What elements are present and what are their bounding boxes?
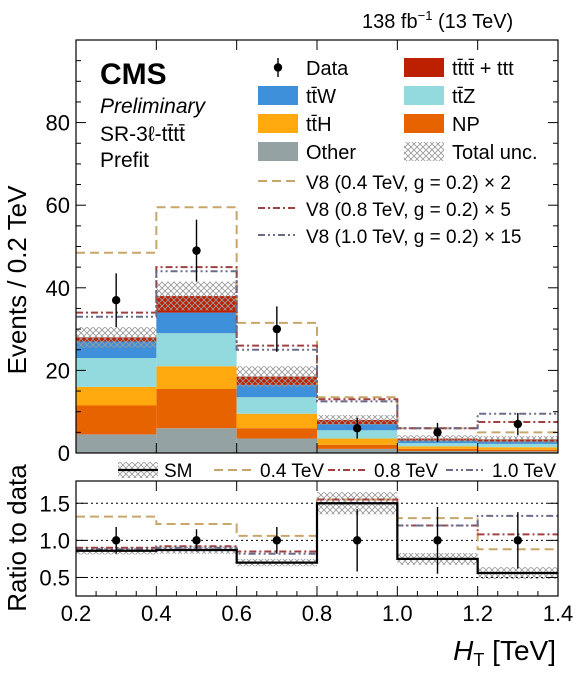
ratio-legend-2-label: 0.8 TeV	[374, 461, 438, 482]
ratio-point-5	[513, 536, 523, 545]
bar-1-1	[156, 388, 237, 429]
y-tick-label: 60	[46, 193, 70, 218]
data-point-0	[111, 295, 121, 305]
bar-1-2	[236, 428, 317, 439]
cms-label: CMS	[100, 58, 167, 91]
bar-0-4	[397, 450, 478, 453]
bar-2-5	[477, 447, 558, 450]
x-tick-label: 0.2	[61, 601, 92, 626]
x-tick-label: 1.4	[543, 601, 574, 626]
bar-2-2	[236, 413, 317, 429]
legend-tth-label: tt̄H	[306, 114, 332, 136]
data-point-5	[513, 419, 523, 429]
legend-signal-2-label: V8 (1.0 TeV, g = 0.2) × 15	[306, 227, 522, 248]
x-tick-label: 1.2	[462, 601, 493, 626]
bar-2-3	[317, 438, 398, 445]
bar-4-2	[236, 384, 317, 398]
signal-line-1	[76, 266, 558, 430]
ratio-point-3	[352, 536, 362, 545]
legend-tttt-label: tt̄tt̄ + ttt	[452, 58, 514, 80]
bar-3-0	[76, 358, 157, 387]
legend-ttw-swatch	[258, 86, 298, 105]
signal-line-2	[76, 270, 558, 430]
data-point-2	[272, 324, 282, 334]
unc-band-2	[236, 366, 317, 387]
ratio-y-tick-label: 1.0	[39, 528, 70, 553]
y-tick-label: 80	[46, 111, 70, 136]
legend-tth-swatch	[258, 114, 298, 133]
bar-3-4	[397, 443, 478, 447]
legend-other-label: Other	[306, 142, 356, 164]
bar-2-4	[397, 446, 478, 449]
bar-3-5	[477, 443, 558, 448]
main-plot: 0 20 40 60 80	[46, 39, 559, 466]
legend-total-unc-label: Total unc.	[452, 142, 538, 164]
legend-ttw-label: tt̄W	[306, 86, 336, 108]
legend-np-swatch	[404, 114, 444, 133]
bar-3-1	[156, 333, 237, 367]
bar-0-3	[317, 448, 398, 453]
legend-total-unc-swatch	[404, 142, 444, 161]
bar-1-0	[76, 405, 157, 435]
x-tick-label: 0.4	[141, 601, 172, 626]
ratio-y-tick-label: 1.5	[39, 491, 70, 516]
unc-band-0	[76, 327, 157, 348]
ratio-signal-2	[76, 502, 558, 555]
ratio-legend-3-label: 1.0 TeV	[492, 461, 556, 482]
bar-1-5	[477, 449, 558, 452]
x-tick-label: 1.0	[382, 601, 413, 626]
y-tick-label: 0	[58, 441, 70, 466]
data-point-4	[433, 428, 442, 437]
data-point-1	[192, 246, 201, 255]
x-axis-label: HT [TeV]	[453, 635, 556, 670]
bar-1-4	[397, 448, 478, 451]
legend: Data tt̄tt̄ + ttt tt̄W tt̄Z tt̄H NP Other Total…	[258, 58, 538, 248]
lumi-label: 138 fb−1 (13 TeV)	[362, 8, 513, 33]
legend-tttt-swatch	[404, 58, 444, 77]
bar-0-0	[76, 434, 157, 453]
bar-1-3	[317, 444, 398, 449]
ratio-point-2	[272, 536, 282, 545]
y-tick-label: 20	[46, 358, 70, 383]
y-axis-label-ratio: Ratio to data	[2, 464, 32, 612]
y-axis-label-main: Events / 0.2 TeV	[2, 185, 32, 375]
legend-signal-1-label: V8 (0.8 TeV, g = 0.2) × 5	[306, 200, 511, 221]
ratio-point-4	[433, 536, 442, 545]
region-label: SR-3ℓ-tt̄tt̄	[100, 123, 185, 146]
bar-2-0	[76, 386, 157, 406]
unc-band-5	[477, 436, 558, 443]
preliminary-label: Preliminary	[100, 95, 207, 118]
ratio-plot: SM 0.4 TeV 0.8 TeV 1.0 TeV 0.5 1.0 1.5 0.2 0.4 0.…	[39, 461, 573, 626]
legend-ttz-label: tt̄Z	[452, 86, 475, 108]
legend-data-marker	[273, 63, 283, 72]
legend-ttz-swatch	[404, 86, 444, 105]
data-point-3	[352, 424, 362, 433]
prefit-label: Prefit	[100, 149, 149, 172]
legend-signal-0-label: V8 (0.4 TeV, g = 0.2) × 2	[306, 173, 511, 194]
bar-0-5	[477, 451, 558, 453]
bar-0-2	[236, 438, 317, 453]
bar-4-1	[156, 312, 237, 334]
legend-data-label: Data	[306, 58, 349, 80]
y-tick-label: 40	[46, 276, 70, 301]
ratio-sm-line	[76, 502, 558, 575]
x-tick-label: 0.6	[221, 601, 252, 626]
legend-other-swatch	[258, 142, 298, 161]
legend-np-label: NP	[452, 114, 480, 136]
bar-2-1	[156, 366, 237, 389]
ratio-y-tick-label: 0.5	[39, 565, 70, 590]
ratio-point-1	[192, 536, 201, 545]
bar-0-1	[156, 428, 237, 453]
x-tick-label: 0.8	[302, 601, 333, 626]
ratio-legend-0-label: SM	[164, 461, 193, 482]
unc-band-1	[156, 281, 237, 311]
ratio-point-0	[111, 536, 121, 545]
ratio-legend-1-label: 0.4 TeV	[260, 461, 324, 482]
bar-3-2	[236, 397, 317, 414]
